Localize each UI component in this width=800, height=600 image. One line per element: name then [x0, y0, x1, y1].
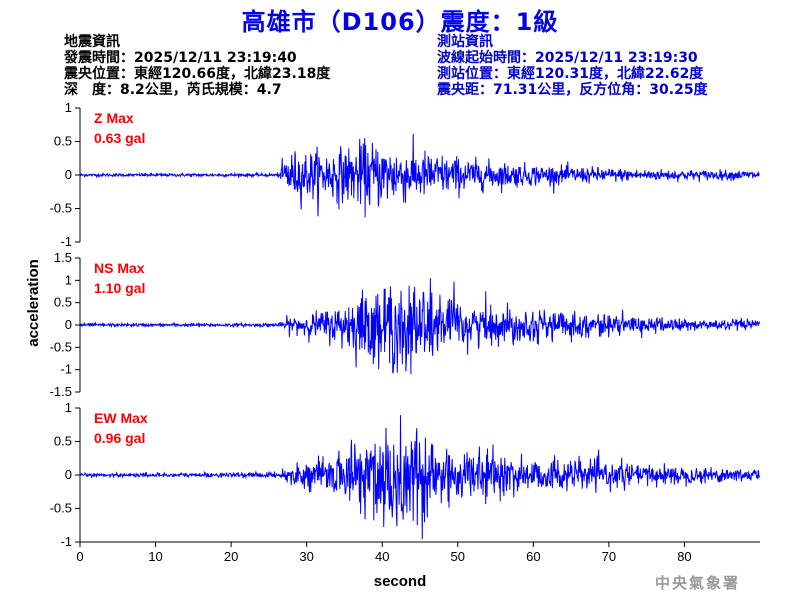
page-title: 高雄市（D106）震度：1級 — [241, 8, 559, 36]
ew-y-tick-label: 0 — [65, 467, 72, 482]
ew-y-tick-label: -0.5 — [50, 501, 72, 516]
z-y-tick-label: 1 — [65, 100, 72, 115]
ew-y-tick-label: -1 — [60, 534, 72, 549]
wave-start-time: 波線起始時間：2025/12/11 23:19:30 — [437, 50, 698, 66]
z-waveform — [79, 133, 760, 218]
ns-y-tick-label: -1 — [60, 362, 72, 377]
epicentral-distance: 震央距：71.31公里，反方位角：30.25度 — [437, 82, 708, 98]
ns-y-tick-label: 0.5 — [54, 295, 72, 310]
ns-y-tick-label: -1.5 — [50, 384, 72, 399]
ew-y-tick-label: 1 — [65, 400, 72, 415]
ns-y-tick-label: 0 — [65, 317, 72, 332]
ns-waveform — [79, 278, 760, 375]
z-y-tick-label: -0.5 — [50, 201, 72, 216]
origin-time: 發震時間：2025/12/11 23:19:40 — [64, 50, 297, 66]
station-location: 測站位置：東經120.31度，北緯22.62度 — [437, 66, 704, 82]
z-max-value: 0.63 gal — [94, 130, 145, 146]
x-tick-label: 70 — [602, 549, 616, 564]
station-info-heading: 測站資訊 — [437, 34, 493, 50]
z-max-name: Z Max — [94, 110, 134, 126]
ew-y-tick-label: 0.5 — [54, 434, 72, 449]
y-axis-title: acceleration — [25, 259, 42, 347]
epicenter-location: 震央位置：東經120.66度，北緯23.18度 — [64, 66, 331, 82]
x-tick-label: 10 — [148, 549, 162, 564]
ns-max-name: NS Max — [94, 260, 145, 276]
z-y-tick-label: -1 — [60, 234, 72, 249]
ns-y-tick-label: -0.5 — [50, 339, 72, 354]
station-info: 測站資訊 波線起始時間：2025/12/11 23:19:30 測站位置：東經1… — [437, 34, 708, 98]
z-y-tick-label: 0 — [65, 167, 72, 182]
x-tick-label: 30 — [299, 549, 313, 564]
z-y-tick-label: 0.5 — [54, 134, 72, 149]
ns-y-tick-label: 1 — [65, 272, 72, 287]
ew-max-name: EW Max — [94, 410, 148, 426]
x-tick-label: 60 — [526, 549, 540, 564]
ns-y-tick-label: 1.5 — [54, 250, 72, 265]
x-tick-label: 20 — [224, 549, 238, 564]
agency-credit: 中央氣象署 — [655, 574, 741, 592]
earthquake-info-heading: 地震資訊 — [64, 34, 120, 50]
x-tick-label: 0 — [76, 549, 83, 564]
x-tick-label: 40 — [375, 549, 389, 564]
ew-waveform — [79, 415, 760, 540]
x-axis-title: second — [374, 573, 427, 590]
ns-max-value: 1.10 gal — [94, 280, 145, 296]
depth-magnitude: 深 度：8.2公里，芮氏規模：4.7 — [64, 82, 282, 98]
earthquake-info: 地震資訊 發震時間：2025/12/11 23:19:40 震央位置：東經120… — [64, 34, 330, 98]
x-tick-label: 80 — [677, 549, 691, 564]
x-tick-label: 50 — [451, 549, 465, 564]
ew-max-value: 0.96 gal — [94, 430, 145, 446]
